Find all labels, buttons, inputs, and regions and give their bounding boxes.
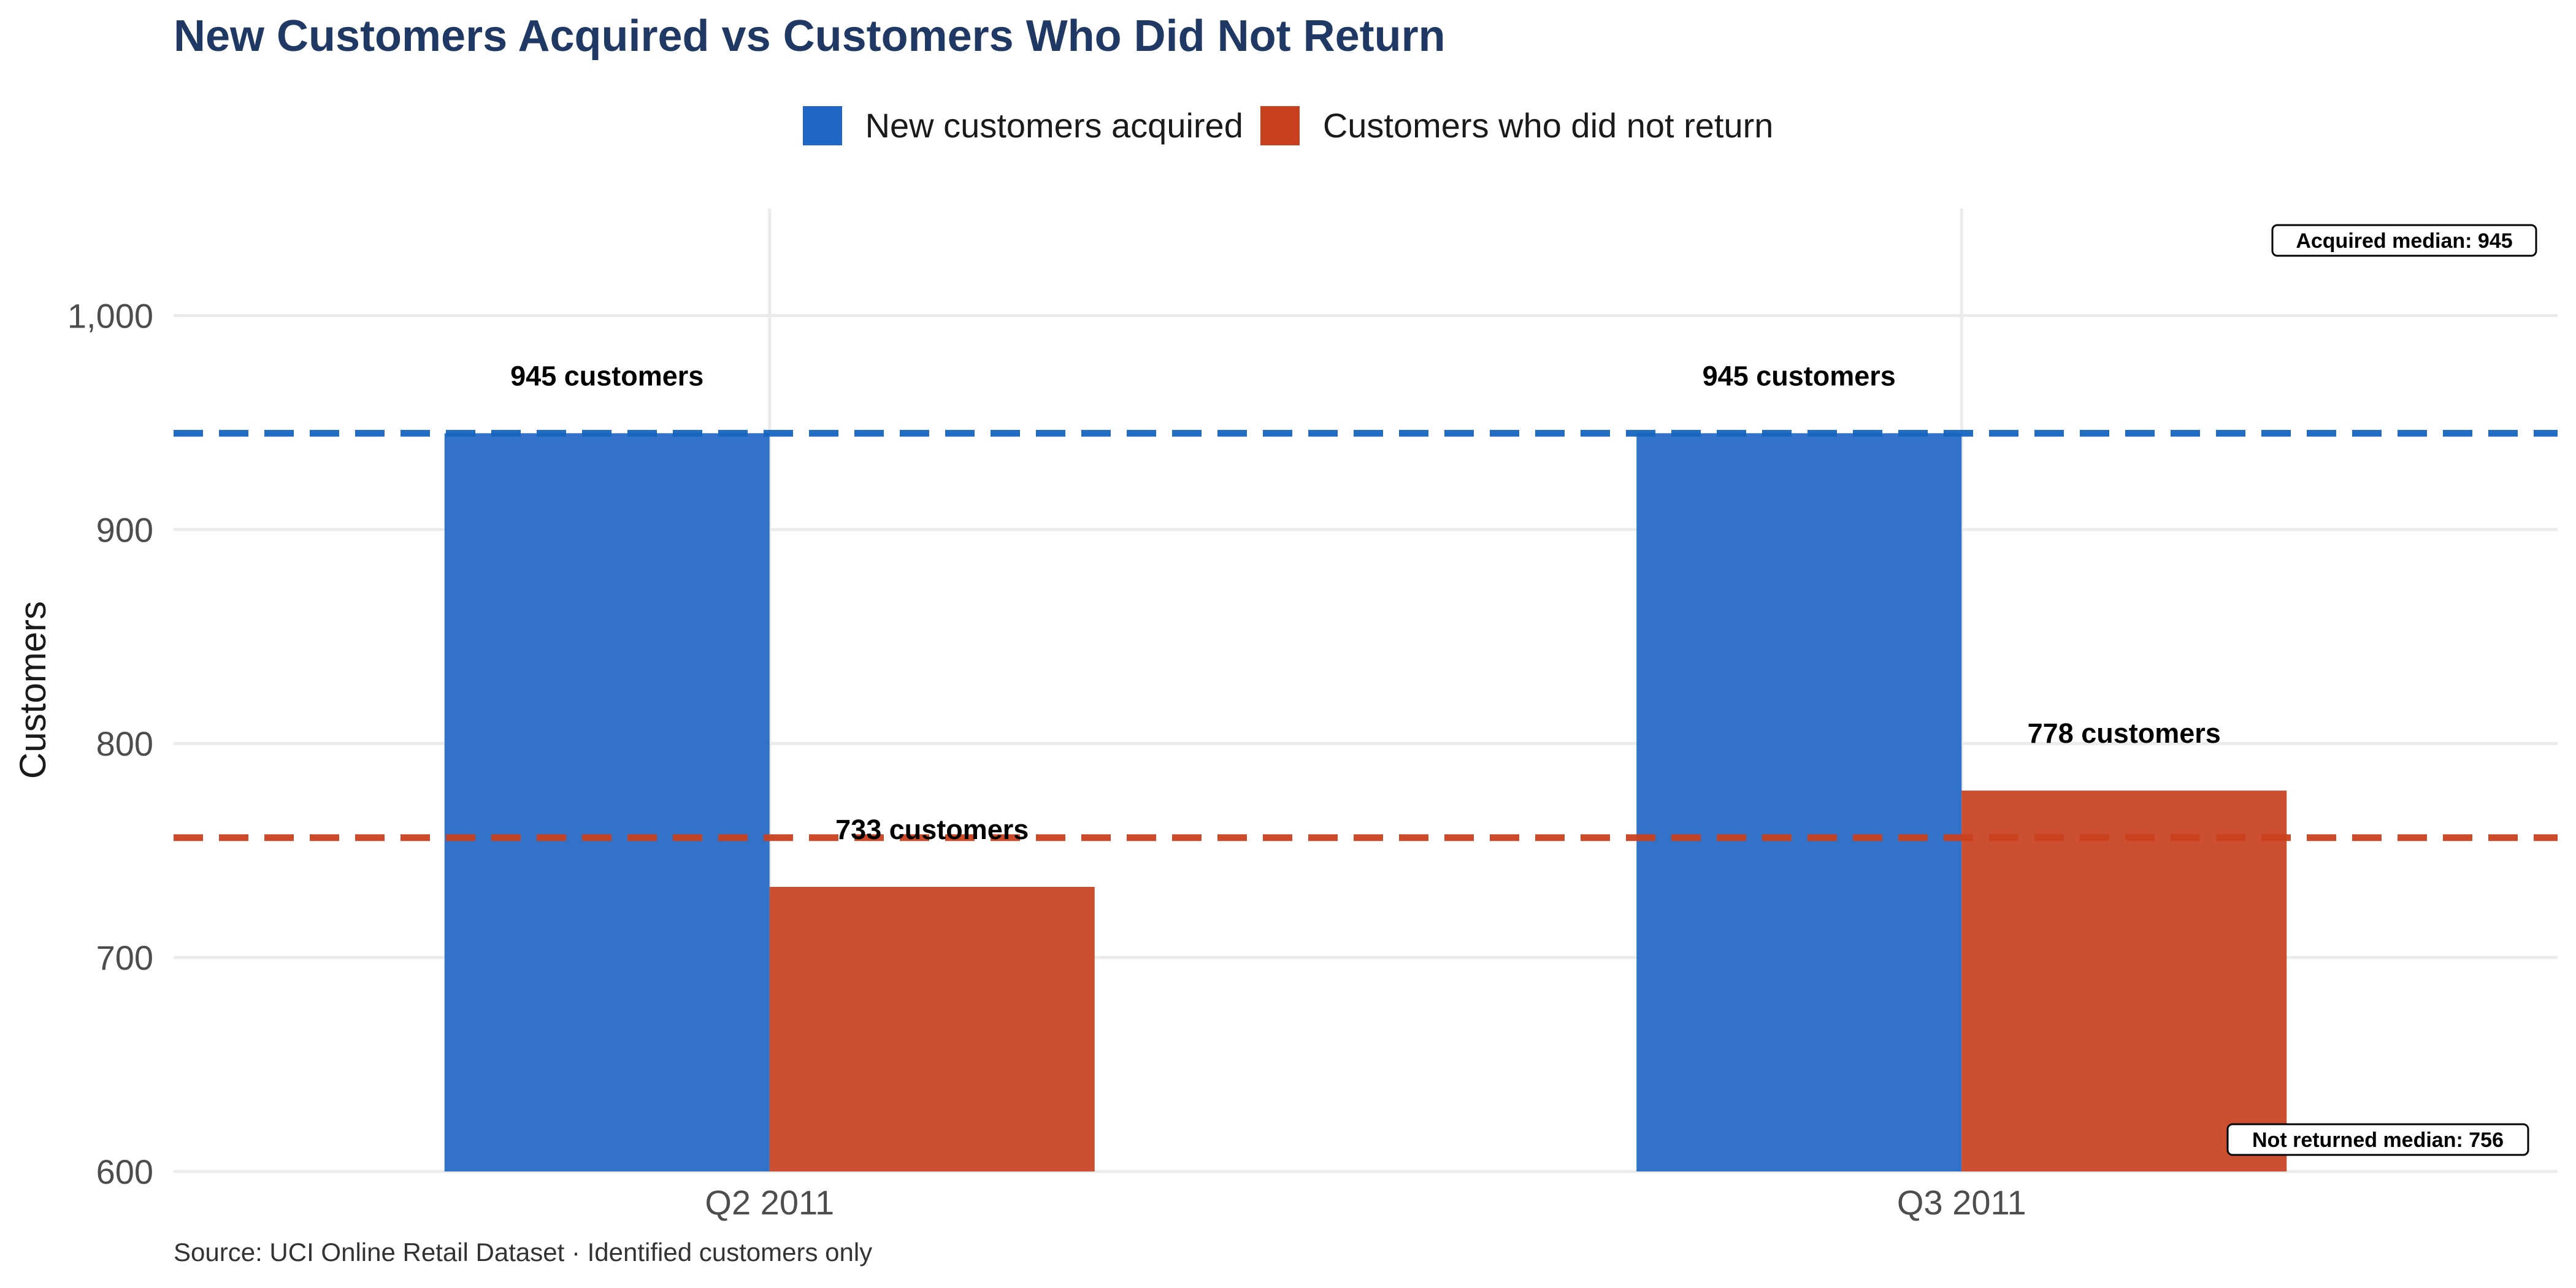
data-label-not-returned: 733 customers: [835, 814, 1029, 845]
chart-title: New Customers Acquired vs Customers Who …: [174, 12, 1446, 61]
legend: New customers acquired Customers who did…: [0, 105, 2576, 145]
data-label-acquired: 945 customers: [510, 360, 703, 391]
annotation-box-not-returned: [2226, 1123, 2529, 1156]
y-axis-title: Customers: [12, 601, 53, 779]
bar-not-returned: [769, 886, 1095, 1171]
bar-acquired: [444, 433, 770, 1172]
y-tick-label: 600: [96, 1152, 153, 1191]
legend-item-acquired: New customers acquired: [802, 105, 1243, 145]
legend-swatch-not-returned: [1260, 105, 1300, 145]
legend-label-not-returned: Customers who did not return: [1322, 106, 1774, 145]
annotation-label-not-returned: Not returned median: 756: [2252, 1129, 2504, 1152]
x-tick-label: Q3 2011: [1897, 1183, 2026, 1222]
y-tick-label: 700: [96, 938, 153, 977]
data-label-not-returned: 778 customers: [2028, 718, 2221, 749]
y-tick-label: 900: [96, 510, 153, 549]
bar-acquired: [1636, 433, 1962, 1172]
annotation-box-acquired: [2271, 224, 2537, 257]
data-label-acquired: 945 customers: [1703, 360, 1896, 391]
legend-swatch-acquired: [802, 105, 842, 145]
source-note: Source: UCI Online Retail Dataset · Iden…: [174, 1238, 873, 1267]
bar-not-returned: [1961, 790, 2287, 1171]
y-tick-label: 1,000: [67, 296, 153, 335]
annotation-label-acquired: Acquired median: 945: [2296, 229, 2512, 253]
y-tick-label: 800: [96, 724, 153, 763]
legend-item-not-returned: Customers who did not return: [1260, 105, 1774, 145]
legend-label-acquired: New customers acquired: [865, 106, 1243, 145]
x-tick-label: Q2 2011: [705, 1183, 834, 1222]
